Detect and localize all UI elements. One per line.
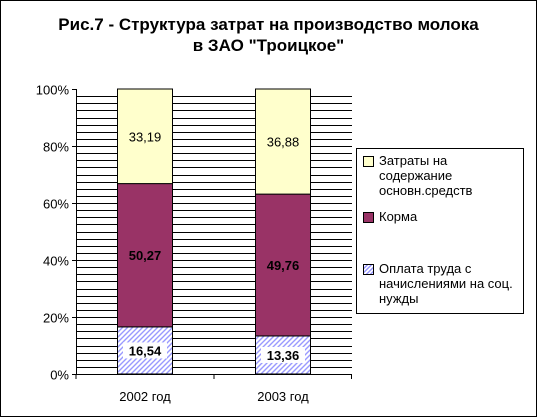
chart-title-line2: в ЗАО "Троицкое" [192, 36, 345, 55]
legend-label: Корма [379, 209, 418, 224]
y-tick-label: 0% [50, 368, 69, 383]
data-label-bg [123, 342, 167, 359]
bar-segment [117, 88, 173, 185]
data-label: 50,27 [129, 248, 162, 263]
data-label: 49,76 [267, 258, 300, 273]
bar-segment [255, 193, 311, 337]
data-label: 13,36 [267, 348, 300, 363]
legend-swatch [363, 212, 374, 223]
legend-label: Оплата труда с начислениями на соц. нужд… [379, 261, 513, 306]
data-label: 33,19 [129, 129, 162, 144]
data-label: 16,54 [129, 343, 162, 358]
legend-swatch [363, 156, 374, 167]
y-tick-label: 40% [43, 254, 69, 269]
bar-segment [117, 183, 173, 328]
y-tick-label: 60% [43, 197, 69, 212]
bar-segment [255, 88, 311, 195]
chart-title: Рис.7 - Структура затрат на производство… [0, 14, 537, 56]
data-label: 36,88 [267, 135, 300, 150]
x-tick-label: 2003 год [257, 389, 309, 404]
legend-swatch [363, 264, 374, 275]
data-label-bg [261, 346, 305, 363]
x-tick-label: 2002 год [119, 389, 171, 404]
y-tick-label: 80% [43, 140, 69, 155]
y-tick-label: 100% [36, 83, 70, 98]
chart-legend: Затраты на содержание основн.средств Корм… [356, 148, 524, 314]
legend-label: Затраты на содержание основн.средств [379, 153, 473, 198]
chart-title-line1: Рис.7 - Структура затрат на производство… [58, 15, 479, 34]
y-tick-label: 20% [43, 311, 69, 326]
